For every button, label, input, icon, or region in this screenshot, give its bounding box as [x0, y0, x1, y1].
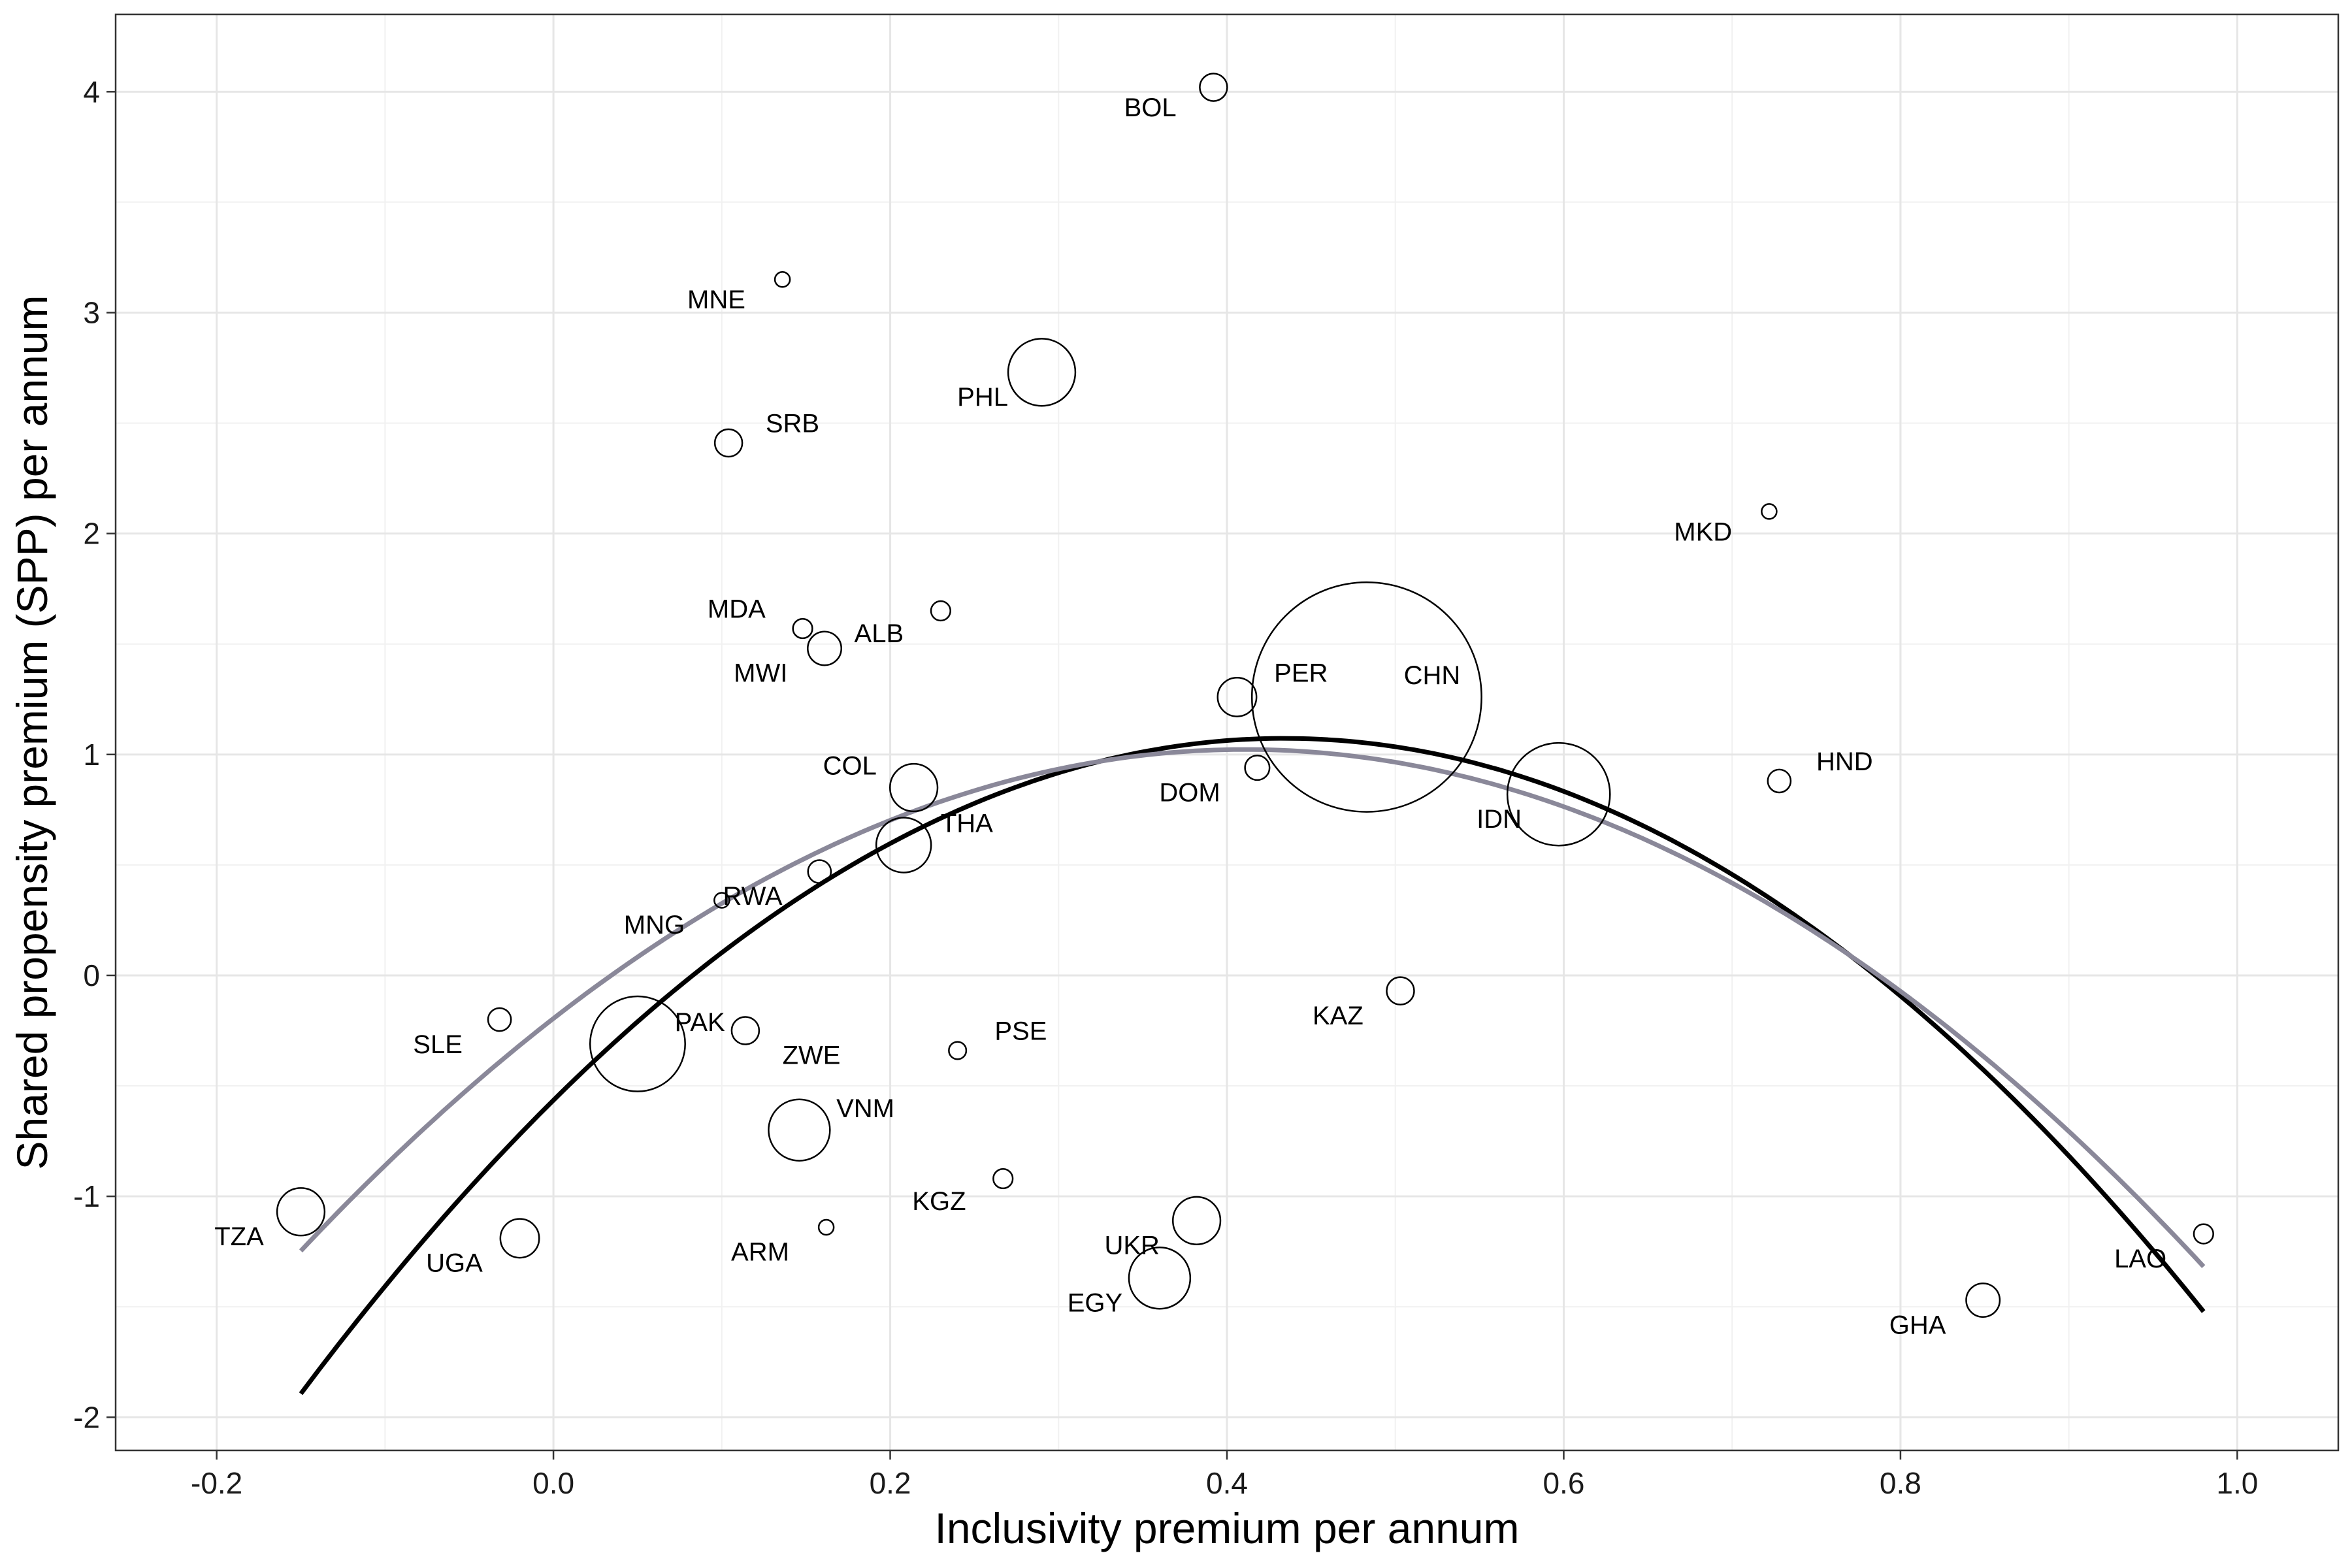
point-labels: BOL MNE PHL SRB MKD ALB MDA MWI PER CHN HND COL DOM I…	[214, 93, 2166, 1339]
data-point-rwa	[807, 859, 832, 884]
x-tick-label: 1.0	[2216, 1466, 2258, 1500]
data-point-gha	[1965, 1282, 2001, 1318]
data-point-srb	[713, 428, 743, 458]
fit-curves	[299, 736, 2206, 1396]
point-label-sle: SLE	[413, 1030, 463, 1059]
y-axis: -2 -1 0 1 2 3 4	[73, 74, 116, 1434]
y-tick-label: 0	[83, 958, 100, 992]
y-tick-label: -2	[73, 1400, 100, 1434]
data-point-mwi	[807, 630, 843, 666]
point-label-per: PER	[1274, 659, 1328, 688]
data-point-mkd	[1761, 503, 1778, 520]
point-label-mda: MDA	[708, 595, 766, 624]
x-tick-label: 0.8	[1880, 1466, 1921, 1500]
point-label-mkd: MKD	[1674, 517, 1732, 546]
data-point-mng	[713, 892, 730, 909]
y-tick-label: 1	[83, 738, 100, 772]
x-tick-label: 0.4	[1206, 1466, 1248, 1500]
point-label-mng: MNG	[624, 911, 685, 939]
data-point-mne	[774, 271, 791, 288]
data-point-chn	[1250, 581, 1482, 813]
point-label-mwi: MWI	[734, 659, 787, 688]
data-point-lao	[2193, 1223, 2214, 1245]
x-axis-title: Inclusivity premium per annum	[935, 1504, 1520, 1552]
data-point-tza	[276, 1187, 326, 1237]
point-label-srb: SRB	[766, 410, 819, 438]
point-label-phl: PHL	[957, 383, 1008, 412]
data-point-pse	[948, 1041, 968, 1060]
data-point-phl	[1007, 338, 1077, 407]
point-label-gha: GHA	[1889, 1311, 1946, 1339]
point-label-ukr: UKR	[1104, 1232, 1159, 1260]
data-point-uga	[499, 1218, 540, 1259]
point-label-col: COL	[823, 752, 877, 781]
y-tick-label: 2	[83, 517, 100, 551]
data-point-per	[1217, 676, 1258, 717]
point-label-pse: PSE	[994, 1017, 1047, 1046]
point-label-pak: PAK	[675, 1008, 725, 1037]
point-label-alb: ALB	[855, 619, 904, 648]
y-tick-label: -1	[73, 1179, 100, 1213]
point-label-kaz: KAZ	[1313, 1002, 1364, 1030]
x-tick-label: 0.0	[532, 1466, 574, 1500]
data-point-pak	[589, 995, 686, 1092]
point-label-tza: TZA	[214, 1222, 264, 1251]
point-label-kgz: KGZ	[912, 1187, 966, 1216]
point-label-hnd: HND	[1816, 747, 1873, 776]
data-point-dom	[1244, 755, 1271, 781]
data-point-vnm	[768, 1098, 831, 1162]
point-label-rwa: RWA	[723, 882, 782, 911]
x-axis: -0.2 0.0 0.2 0.4 0.6 0.8 1.0	[191, 1450, 2258, 1500]
point-label-egy: EGY	[1068, 1288, 1122, 1317]
data-point-egy	[1128, 1247, 1192, 1310]
y-axis-title: Shared propensity premium (SPP) per annu…	[8, 295, 56, 1170]
point-label-idn: IDN	[1477, 805, 1522, 834]
data-point-hnd	[1767, 768, 1792, 794]
data-points	[276, 73, 2214, 1318]
point-label-dom: DOM	[1159, 778, 1220, 807]
data-point-kgz	[992, 1168, 1014, 1190]
point-label-arm: ARM	[731, 1238, 789, 1267]
point-label-mne: MNE	[687, 286, 745, 314]
x-tick-label: 0.2	[870, 1466, 911, 1500]
point-label-lao: LAO	[2114, 1245, 2166, 1273]
y-tick-label: 4	[83, 74, 100, 108]
point-label-chn: CHN	[1404, 661, 1461, 690]
data-point-sle	[487, 1007, 512, 1032]
x-tick-label: -0.2	[191, 1466, 242, 1500]
data-point-ukr	[1171, 1196, 1222, 1245]
point-label-tha: THA	[941, 809, 993, 838]
data-point-mda	[792, 617, 813, 640]
point-label-vnm: VNM	[836, 1094, 894, 1123]
point-label-zwe: ZWE	[783, 1041, 841, 1070]
data-point-arm	[817, 1218, 835, 1236]
data-point-alb	[930, 600, 951, 622]
data-point-zwe	[730, 1016, 760, 1045]
point-label-bol: BOL	[1124, 93, 1177, 122]
black-fit-curve	[299, 736, 2206, 1396]
data-point-col	[889, 762, 939, 813]
point-label-uga: UGA	[426, 1249, 483, 1278]
grid-lines	[116, 14, 2338, 1450]
data-point-kaz	[1386, 976, 1415, 1005]
x-tick-label: 0.6	[1543, 1466, 1584, 1500]
y-tick-label: 3	[83, 296, 100, 330]
data-point-tha	[875, 817, 932, 874]
grey-fit-curve	[299, 747, 2206, 1268]
data-point-idn	[1506, 742, 1611, 847]
data-point-bol	[1199, 73, 1228, 102]
